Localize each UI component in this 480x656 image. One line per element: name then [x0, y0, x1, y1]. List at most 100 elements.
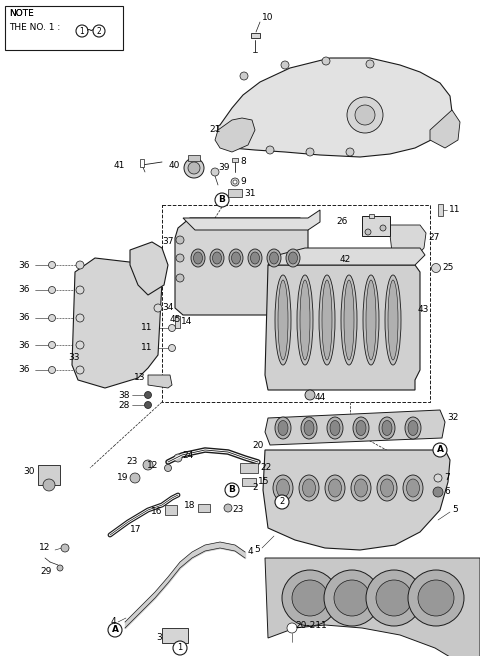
Bar [228, 189, 242, 197]
Circle shape [76, 261, 84, 269]
Text: 39: 39 [218, 163, 229, 173]
Text: 1: 1 [178, 644, 182, 653]
Bar [438, 204, 443, 216]
Circle shape [143, 460, 153, 470]
Polygon shape [148, 375, 172, 388]
Ellipse shape [269, 252, 278, 264]
Bar [38, 465, 60, 485]
Text: B: B [218, 195, 226, 205]
Text: 30: 30 [24, 468, 35, 476]
Text: 9: 9 [240, 178, 246, 186]
Ellipse shape [213, 252, 221, 264]
Polygon shape [430, 110, 460, 148]
Ellipse shape [299, 475, 319, 501]
Circle shape [168, 325, 176, 331]
Ellipse shape [366, 280, 376, 360]
Circle shape [188, 162, 200, 174]
Ellipse shape [355, 479, 368, 497]
Circle shape [433, 487, 443, 497]
Ellipse shape [288, 252, 298, 264]
Ellipse shape [381, 479, 394, 497]
Circle shape [76, 341, 84, 349]
Circle shape [108, 623, 122, 637]
Bar [362, 216, 390, 236]
Text: B: B [228, 485, 235, 495]
Circle shape [76, 25, 88, 37]
Polygon shape [183, 210, 320, 230]
Text: 22: 22 [260, 464, 271, 472]
Circle shape [231, 178, 239, 186]
Polygon shape [72, 258, 162, 388]
Text: 37: 37 [162, 237, 173, 247]
Text: 36: 36 [18, 314, 29, 323]
Ellipse shape [408, 420, 418, 436]
Ellipse shape [276, 479, 289, 497]
Bar [162, 628, 188, 642]
Text: A: A [111, 626, 119, 634]
Circle shape [43, 479, 55, 491]
Circle shape [281, 61, 289, 69]
Bar [175, 316, 180, 328]
Circle shape [176, 274, 184, 282]
Ellipse shape [322, 280, 332, 360]
Text: 5: 5 [452, 506, 458, 514]
Circle shape [347, 97, 383, 133]
Polygon shape [218, 58, 452, 157]
Ellipse shape [275, 417, 291, 439]
Text: 18: 18 [183, 501, 195, 510]
Circle shape [144, 392, 152, 398]
Ellipse shape [301, 417, 317, 439]
Circle shape [61, 544, 69, 552]
Circle shape [380, 225, 386, 231]
Circle shape [366, 60, 374, 68]
Ellipse shape [210, 249, 224, 267]
Circle shape [346, 148, 354, 156]
Text: 20: 20 [252, 440, 264, 449]
Text: 23: 23 [127, 457, 138, 466]
Circle shape [334, 580, 370, 616]
Text: 19: 19 [117, 474, 128, 483]
Text: 13: 13 [133, 373, 145, 382]
Polygon shape [268, 248, 425, 265]
Text: A: A [436, 445, 444, 455]
Text: 33: 33 [68, 354, 80, 363]
Ellipse shape [377, 475, 397, 501]
Circle shape [306, 148, 314, 156]
Circle shape [432, 264, 441, 272]
Text: 4: 4 [248, 548, 253, 556]
Ellipse shape [344, 280, 354, 360]
Text: 6: 6 [444, 487, 450, 497]
Text: 27: 27 [428, 234, 439, 243]
Ellipse shape [251, 252, 260, 264]
Ellipse shape [300, 280, 310, 360]
Text: 36: 36 [18, 365, 29, 375]
Ellipse shape [278, 280, 288, 360]
Circle shape [48, 367, 56, 373]
Text: 2: 2 [96, 26, 101, 35]
Circle shape [287, 623, 297, 633]
Circle shape [76, 314, 84, 322]
Text: 1: 1 [80, 26, 84, 35]
Text: 45: 45 [170, 316, 181, 325]
Circle shape [282, 570, 338, 626]
Text: 8: 8 [240, 157, 246, 167]
Ellipse shape [356, 420, 366, 436]
Text: 21: 21 [209, 125, 220, 134]
Text: 36: 36 [18, 260, 29, 270]
Ellipse shape [330, 420, 340, 436]
Text: 29: 29 [41, 567, 52, 577]
Text: THE NO. 1 :: THE NO. 1 : [9, 24, 60, 33]
Ellipse shape [302, 479, 315, 497]
Ellipse shape [297, 275, 313, 365]
Text: 36: 36 [18, 340, 29, 350]
Text: 34: 34 [162, 304, 173, 312]
Circle shape [355, 105, 375, 125]
Text: 20-211: 20-211 [295, 621, 327, 630]
Ellipse shape [363, 275, 379, 365]
Ellipse shape [278, 420, 288, 436]
Bar [369, 214, 374, 218]
Text: 26: 26 [336, 216, 348, 226]
Text: 24: 24 [182, 451, 193, 459]
Circle shape [292, 580, 328, 616]
Circle shape [211, 168, 219, 176]
